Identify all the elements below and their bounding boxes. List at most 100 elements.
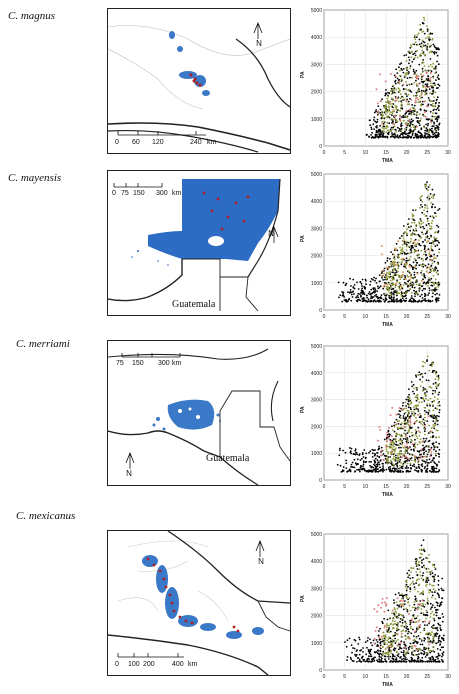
background-point xyxy=(427,75,430,77)
species-point xyxy=(412,580,414,583)
background-point xyxy=(437,63,440,66)
background-point xyxy=(372,287,375,290)
background-point xyxy=(384,136,386,139)
occurrence-point xyxy=(416,603,419,606)
species-point xyxy=(392,635,394,637)
occurrence-point xyxy=(389,414,392,417)
background-point xyxy=(401,95,403,98)
species-point xyxy=(423,209,425,212)
y-axis-label: PA xyxy=(300,71,306,78)
background-point xyxy=(431,641,434,644)
background-point xyxy=(427,122,430,125)
background-point xyxy=(361,291,364,294)
background-point xyxy=(369,653,372,656)
background-point xyxy=(396,298,398,300)
background-point xyxy=(436,120,438,123)
background-point xyxy=(436,96,439,99)
species-point xyxy=(404,75,406,77)
background-point xyxy=(421,96,423,99)
species-point xyxy=(433,243,435,245)
background-point xyxy=(426,453,429,456)
species-point xyxy=(415,416,417,419)
species-point xyxy=(431,112,434,115)
background-point xyxy=(409,123,412,125)
background-point xyxy=(395,624,398,626)
background-point xyxy=(342,293,344,295)
species-point xyxy=(429,397,432,400)
species-point xyxy=(389,271,392,273)
background-point xyxy=(413,650,416,652)
background-point xyxy=(433,578,436,581)
species-point xyxy=(428,450,431,453)
species-point xyxy=(419,225,422,228)
background-point xyxy=(406,610,409,613)
background-point xyxy=(429,651,431,654)
background-point xyxy=(400,640,403,643)
background-point xyxy=(434,390,437,392)
species-point xyxy=(386,116,388,119)
species-point xyxy=(419,571,422,573)
background-point xyxy=(385,92,387,95)
background-point xyxy=(435,614,438,617)
background-point xyxy=(379,108,382,111)
species-point xyxy=(424,215,427,217)
species-point xyxy=(423,65,426,67)
background-point xyxy=(401,594,404,597)
background-point xyxy=(422,605,424,607)
species-point xyxy=(398,612,400,615)
background-point xyxy=(400,465,403,468)
background-point xyxy=(400,300,403,302)
species-point xyxy=(406,596,408,599)
background-point xyxy=(408,289,410,292)
species-point xyxy=(382,645,384,648)
background-point xyxy=(427,77,430,80)
background-point xyxy=(403,299,406,302)
occurrence-point xyxy=(429,76,432,79)
background-point xyxy=(356,281,358,284)
background-point xyxy=(406,419,409,422)
background-point xyxy=(344,451,347,454)
background-point xyxy=(423,273,425,275)
background-point xyxy=(370,136,373,139)
background-point xyxy=(361,655,364,658)
occurrence-point xyxy=(389,644,392,647)
x-tick-label: 5 xyxy=(343,674,346,680)
species-point xyxy=(421,49,424,52)
species-point xyxy=(417,615,419,617)
species-point xyxy=(388,282,391,285)
background-point xyxy=(408,388,410,390)
background-point xyxy=(369,650,372,653)
background-point xyxy=(421,574,424,577)
occurrence-point xyxy=(395,263,398,266)
background-point xyxy=(435,454,437,457)
background-point xyxy=(357,657,360,659)
background-point xyxy=(417,635,420,637)
background-point xyxy=(423,624,426,626)
background-point xyxy=(390,87,393,90)
background-point xyxy=(410,427,413,429)
background-point xyxy=(398,79,401,81)
species-point xyxy=(413,411,415,413)
species-point xyxy=(388,102,390,105)
background-point xyxy=(414,595,417,598)
species-point xyxy=(394,440,397,442)
background-point xyxy=(394,642,397,644)
species-point xyxy=(430,633,432,636)
background-point xyxy=(401,467,404,470)
species-point xyxy=(418,29,421,31)
background-point xyxy=(412,383,415,386)
background-point xyxy=(427,97,430,99)
species-point xyxy=(438,382,441,385)
background-point xyxy=(438,461,440,463)
x-axis-label: TMA xyxy=(382,322,393,328)
occurrence-point xyxy=(400,632,403,635)
background-point xyxy=(409,76,411,79)
background-point xyxy=(388,646,391,649)
background-point xyxy=(438,401,441,403)
background-point xyxy=(408,218,410,220)
background-point xyxy=(385,437,388,440)
background-point xyxy=(369,655,372,658)
species-point xyxy=(405,579,408,582)
species-point xyxy=(425,69,427,72)
occurrence-point xyxy=(429,455,432,458)
